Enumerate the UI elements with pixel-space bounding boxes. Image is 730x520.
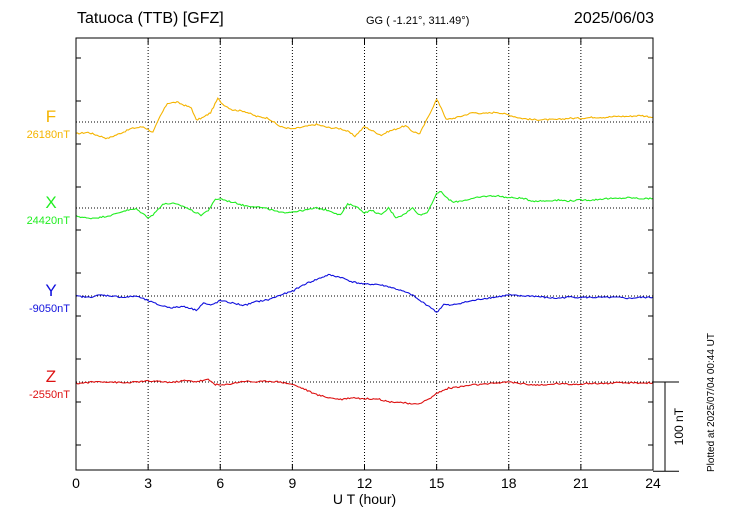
x-tick-label: 0 [72,475,80,491]
x-tick-label: 9 [288,475,296,491]
series-name-x: X [45,193,57,212]
series-base-f: 26180nT [26,129,70,141]
trace-layer [75,97,654,405]
chart-date: 2025/06/03 [573,10,654,27]
x-tick-label: 3 [144,475,152,491]
series-line-x [75,191,654,220]
series-line-y [75,273,654,313]
axes-layer: 0 3 6 9 12 15 18 21 24 U T (hour) 100 nT [72,37,686,507]
x-axis-label: U T (hour) [333,491,396,507]
grid-layer [147,38,582,470]
series-line-z [75,378,654,405]
scale-bar-label: 100 nT [672,407,686,445]
station-title: Tatuoca (TTB) [GFZ] [77,10,224,27]
series-name-y: Y [45,281,57,300]
series-base-y: -9050nT [29,303,70,315]
x-tick-label: 18 [501,475,517,491]
baseline-layer [76,121,653,383]
series-base-x: 24420nT [26,215,70,227]
series-line-f [75,97,654,140]
x-tick-label: 21 [573,475,589,491]
series-name-z: Z [45,367,57,386]
station-coordinates: GG ( -1.21°, 311.49°) [366,15,470,27]
series-name-f: F [45,107,57,126]
x-tick-label: 24 [645,475,661,491]
x-tick-label: 12 [357,475,373,491]
x-tick-label: 6 [216,475,224,491]
plotted-note: Plotted at 2025/07/04 00:44 UT [706,333,717,472]
x-tick-label: 15 [429,475,445,491]
series-base-z: -2550nT [29,389,70,401]
